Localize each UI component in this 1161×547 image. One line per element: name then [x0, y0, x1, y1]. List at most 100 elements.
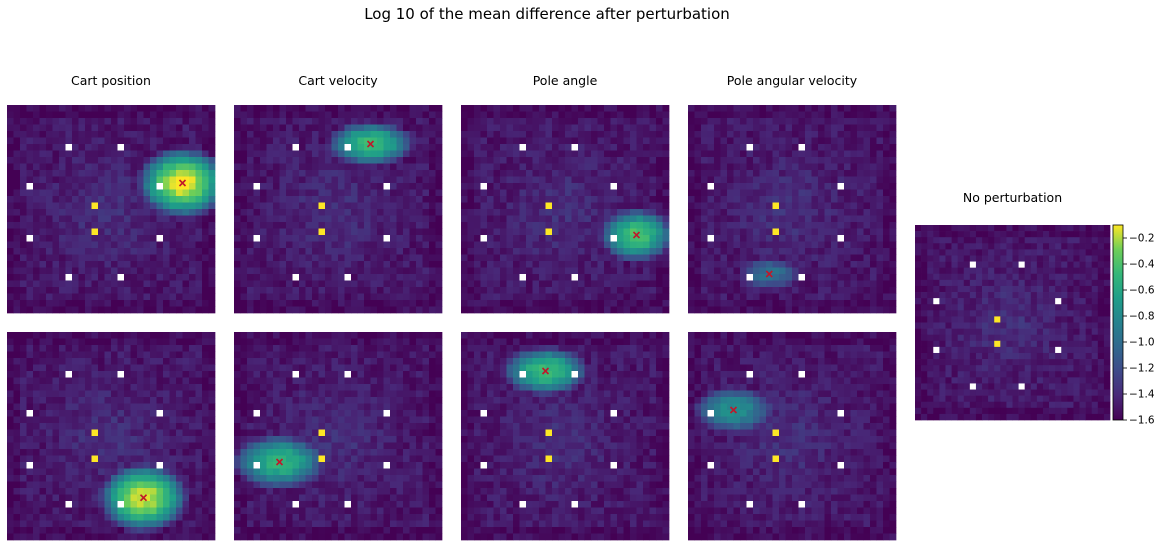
heatmap-cell: [694, 202, 702, 210]
heatmap-cell: [176, 105, 183, 112]
heatmap-cell: [545, 254, 553, 262]
heatmap-cell: [591, 105, 598, 112]
heatmap-cell: [46, 293, 53, 301]
heatmap-cell: [150, 176, 157, 184]
heatmap-cell: [182, 150, 190, 158]
heatmap-cell: [630, 202, 637, 210]
heatmap-cell: [714, 183, 721, 190]
heatmap-cell: [26, 176, 34, 184]
heatmap-cell: [578, 267, 585, 275]
heatmap-cell: [779, 215, 786, 223]
heatmap-cell: [78, 157, 86, 164]
heatmap-cell: [150, 105, 157, 112]
heatmap-cell: [364, 196, 371, 203]
heatmap-cell: [500, 261, 507, 268]
heatmap-cell: [545, 241, 553, 249]
heatmap-cell: [552, 183, 559, 190]
heatmap-cell: [111, 351, 118, 359]
heatmap-cell: [286, 124, 293, 132]
heatmap-cell: [532, 137, 540, 145]
heatmap-cell: [189, 488, 196, 495]
heatmap-cell: [578, 183, 585, 190]
heatmap-cell: [779, 254, 786, 262]
heatmap-cell: [422, 144, 430, 151]
heatmap-cell: [130, 176, 138, 184]
heatmap-cell: [260, 163, 267, 171]
heatmap-cell: [33, 462, 40, 469]
heatmap-cell: [857, 222, 864, 229]
heatmap-cell: [772, 306, 780, 314]
heatmap-cell: [117, 358, 125, 365]
heatmap-cell: [189, 124, 196, 132]
heatmap-cell: [33, 377, 40, 385]
heatmap-cell: [305, 118, 313, 125]
heatmap-cell: [247, 111, 254, 119]
heatmap-cell: [604, 241, 611, 249]
heatmap-cell: [416, 209, 423, 216]
heatmap-cell: [117, 423, 125, 430]
heatmap-cell: [20, 507, 27, 515]
heatmap-cell: [591, 261, 598, 268]
heatmap-cell: [357, 287, 365, 294]
heatmap-cell: [182, 403, 190, 411]
heatmap-cell: [772, 202, 780, 210]
heatmap-cell: [124, 241, 131, 249]
heatmap-cell: [623, 189, 631, 197]
heatmap-cell: [545, 137, 553, 145]
heatmap-cell: [351, 189, 358, 197]
heatmap-cell: [500, 144, 507, 151]
heatmap-cell: [208, 131, 216, 138]
heatmap-cell: [202, 416, 209, 424]
heatmap-cell: [513, 280, 520, 288]
heatmap-cell: [169, 267, 177, 275]
heatmap-cell: [137, 345, 144, 352]
heatmap-cell: [292, 150, 300, 158]
heatmap-cell: [104, 163, 112, 171]
heatmap-cell: [104, 176, 112, 184]
heatmap-cell: [299, 215, 306, 223]
heatmap-cell: [740, 176, 747, 184]
heatmap-cell: [513, 300, 520, 307]
heatmap-cell: [617, 300, 624, 307]
heatmap-cell: [558, 176, 566, 184]
heatmap-cell: [818, 157, 825, 164]
heatmap-cell: [746, 196, 754, 203]
heatmap-cell: [863, 137, 871, 145]
heatmap-cell: [824, 261, 832, 268]
heatmap-cell: [643, 254, 650, 262]
heatmap-cell: [46, 436, 53, 443]
heatmap-cell: [292, 111, 300, 119]
heatmap-cell: [59, 261, 66, 268]
heatmap-cell: [759, 202, 767, 210]
heatmap-cell: [487, 157, 494, 164]
heatmap-cell: [318, 150, 326, 158]
heatmap-cell: [487, 183, 494, 190]
heatmap-cell: [33, 235, 40, 242]
heatmap-cell: [844, 287, 851, 294]
heatmap-cell: [811, 261, 819, 268]
heatmap-cell: [370, 248, 378, 255]
heatmap-cell: [189, 215, 196, 223]
heatmap-cell: [364, 118, 371, 125]
heatmap-cell: [266, 306, 274, 314]
heatmap-cell: [591, 157, 598, 164]
heatmap-cell: [351, 293, 358, 301]
heatmap-cell: [649, 176, 657, 184]
heatmap-cell: [396, 300, 404, 307]
heatmap-cell: [195, 364, 203, 372]
heatmap-cell: [396, 222, 404, 229]
heatmap-cell: [409, 300, 417, 307]
heatmap-cell: [506, 137, 514, 145]
heatmap-cell: [656, 254, 663, 262]
heatmap-cell: [130, 488, 138, 495]
heatmap-cell: [772, 267, 780, 275]
heatmap-cell: [630, 176, 637, 184]
heatmap-cell: [539, 274, 546, 281]
heatmap-cell: [857, 124, 864, 132]
heatmap-cell: [163, 222, 170, 229]
heatmap-cell: [234, 144, 241, 151]
heatmap-cell: [597, 300, 605, 307]
heatmap-cell: [811, 306, 819, 314]
heatmap-cell: [876, 267, 884, 275]
heatmap-cell: [811, 150, 819, 158]
